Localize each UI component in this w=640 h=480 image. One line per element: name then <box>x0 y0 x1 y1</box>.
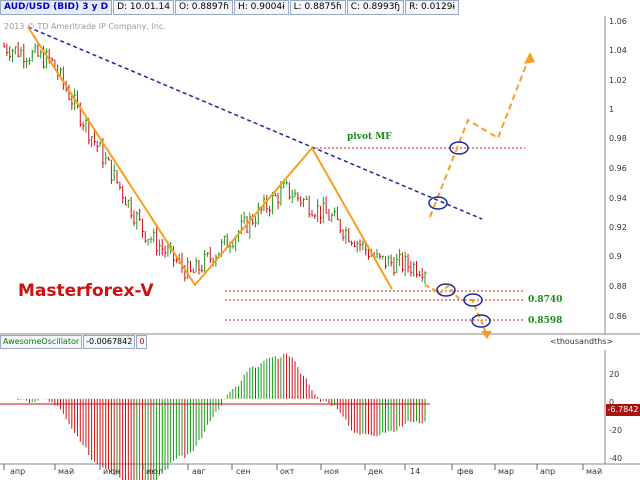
month-label: дек <box>368 467 384 476</box>
target-ellipse-3 <box>471 314 491 328</box>
osc-tick: -20 <box>609 426 623 435</box>
month-label: июн <box>103 467 121 476</box>
month-label: апр <box>10 467 26 476</box>
zigzag-wave <box>27 26 393 290</box>
price-tick: 0.98 <box>609 134 627 143</box>
high-value: H: 0.9004ɨ <box>233 0 289 15</box>
level-label-1: 0.8740 <box>528 295 563 305</box>
forecast-down-path <box>424 284 488 337</box>
month-label: июл <box>146 467 164 476</box>
oscillator-units: <thousandths> <box>550 337 614 346</box>
target-ellipse-pivot <box>449 141 469 155</box>
month-label: мар <box>498 467 515 476</box>
month-label: май <box>58 467 75 476</box>
price-tick: 0.92 <box>609 223 627 232</box>
oscillator-value: -0.0067842 <box>83 335 136 349</box>
month-label: май <box>586 467 603 476</box>
trendline <box>27 26 483 220</box>
month-label: фев <box>457 467 474 476</box>
forecast-down-arrow <box>481 331 492 339</box>
target-ellipse-trend <box>428 196 448 210</box>
osc-tick: -40 <box>609 454 623 463</box>
oscillator-name[interactable]: AwesomeOscillator <box>0 335 83 349</box>
month-label: авг <box>192 467 206 476</box>
month-label: окт <box>280 467 295 476</box>
month-label: ноя <box>324 467 339 476</box>
osc-tick: 20 <box>609 370 620 379</box>
price-tick: 1.02 <box>609 76 627 85</box>
month-label: апр <box>540 467 556 476</box>
date-value: D: 10.01.14 <box>113 0 174 15</box>
brand-label: Masterforex-V <box>18 281 154 301</box>
price-tick: 1.04 <box>609 46 627 55</box>
symbol-label[interactable]: AUD/USD (BID) 3 y D <box>0 0 113 15</box>
quote-header: AUD/USD (BID) 3 y D D: 10.01.14 O: 0.889… <box>0 0 460 16</box>
pivot-label: pivot MF <box>347 132 392 142</box>
oscillator-header: AwesomeOscillator -0.0067842 0 <box>0 335 148 349</box>
month-label: сен <box>236 467 251 476</box>
price-tick: 1 <box>609 105 615 114</box>
price-tick: 0.86 <box>609 312 627 321</box>
price-tick: 0.88 <box>609 282 627 291</box>
copyright-text: 2013 © TD Ameritrade IP Company, Inc. <box>4 22 166 31</box>
forecast-up-path <box>429 54 531 218</box>
range-value: R: 0.0129ɨ <box>405 0 459 15</box>
low-value: L: 0.8875ɦ <box>289 0 346 15</box>
forecast-up-arrow <box>524 52 535 64</box>
price-tick: 0.9 <box>609 252 622 261</box>
target-ellipse-2 <box>463 293 483 307</box>
price-tick: 0.94 <box>609 194 627 203</box>
oscillator-zero: 0 <box>136 335 148 349</box>
oscillator-last-badge: -6.7842 <box>606 404 640 416</box>
level-label-2: 0.8598 <box>528 316 563 326</box>
price-tick: 0.96 <box>609 164 627 173</box>
open-value: O: 0.8897ɦ <box>174 0 233 15</box>
target-ellipse-1 <box>436 283 456 297</box>
osc-tick: 0 <box>609 398 615 407</box>
close-value: C: 0.8993ɧ <box>346 0 405 15</box>
price-tick: 1.06 <box>609 17 627 26</box>
month-label: 14 <box>410 467 421 476</box>
